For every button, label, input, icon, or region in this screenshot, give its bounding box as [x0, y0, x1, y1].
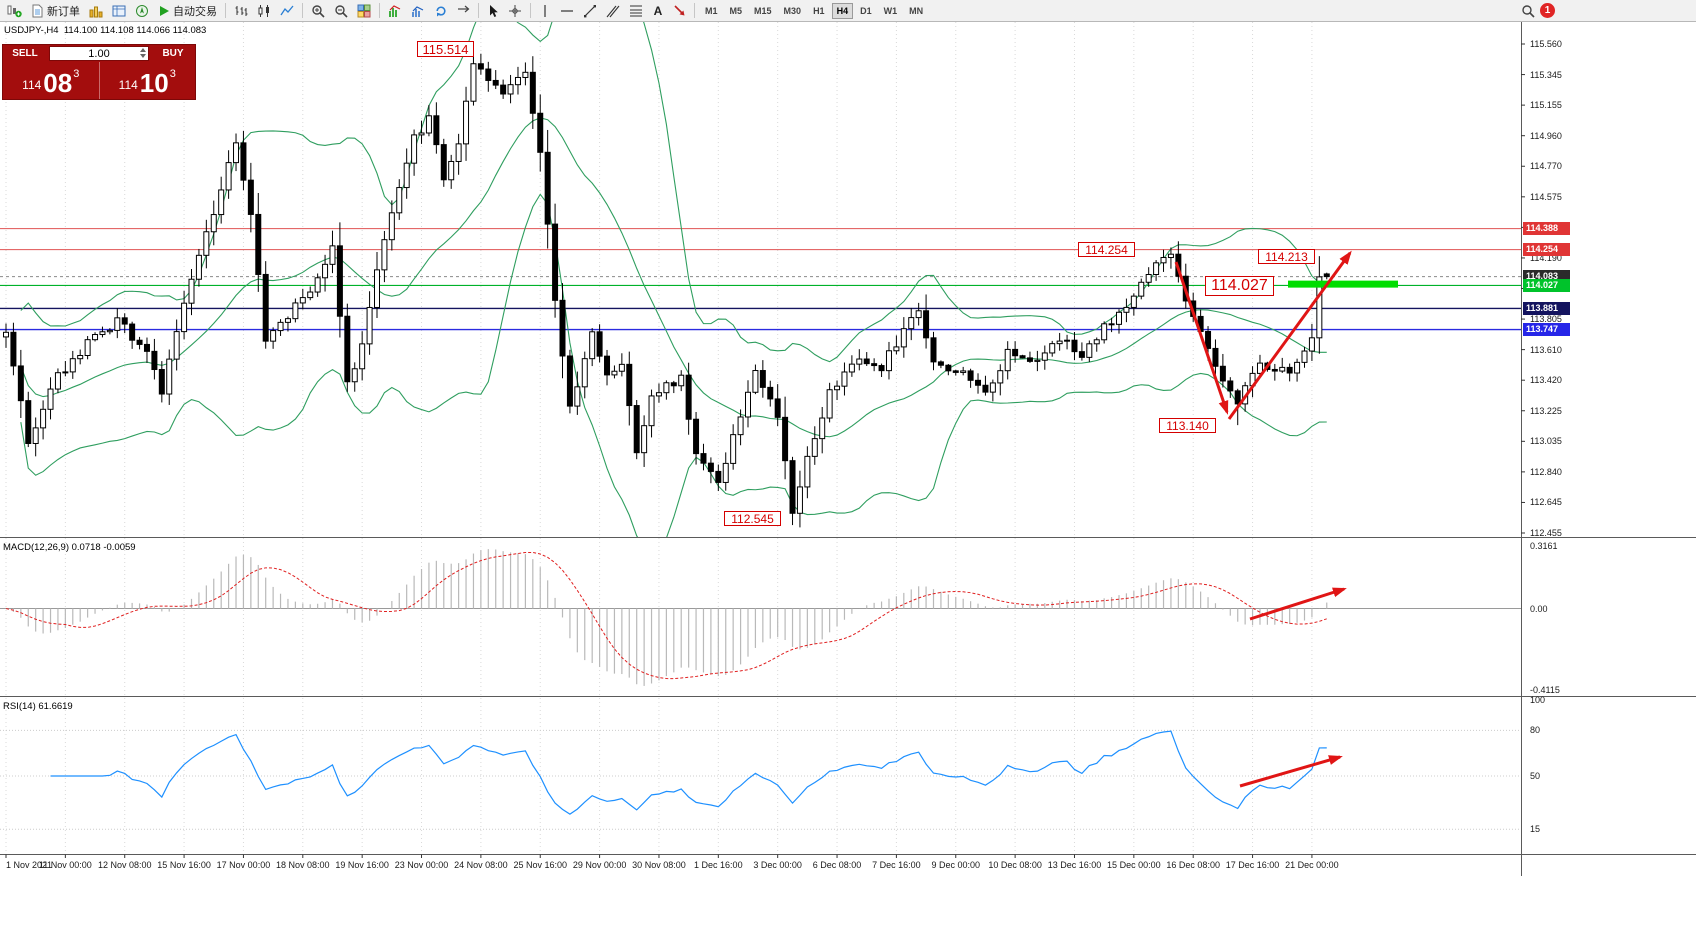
toolbar-separator: [530, 3, 531, 18]
channel-tool-button[interactable]: [602, 1, 624, 21]
rsi-indicator-label: RSI(14) 61.6619: [3, 701, 73, 712]
macd-layer: [0, 549, 1521, 686]
zoom-out-button[interactable]: [330, 1, 352, 21]
buy-price-pips: 10: [139, 68, 169, 98]
sell-price-fraction: 3: [73, 68, 80, 80]
trend-arrows: [1174, 250, 1352, 788]
tile-windows-button[interactable]: [353, 1, 375, 21]
fibonacci-tool-button[interactable]: [625, 1, 647, 21]
sell-price[interactable]: 114 08 3: [3, 62, 99, 99]
panel-frame: [0, 22, 1696, 876]
sell-button[interactable]: SELL: [3, 45, 47, 62]
bollinger-middle-band: [20, 117, 1327, 438]
rsi-layer: [0, 729, 1521, 830]
buy-price-fraction: 3: [169, 68, 176, 80]
timeframe-d1-button[interactable]: D1: [860, 5, 872, 16]
market-watch-button[interactable]: [85, 1, 107, 21]
buy-price-big-figure: 114: [118, 78, 138, 92]
timeframe-h1-button[interactable]: H1: [813, 5, 825, 16]
cursor-tool-button[interactable]: [483, 1, 503, 21]
volume-spinner[interactable]: [140, 48, 146, 58]
autotrading-label: 自动交易: [173, 5, 217, 18]
timeframe-m15-button[interactable]: M15: [754, 5, 772, 16]
macd-histogram: [12, 549, 1328, 686]
rsi-line: [50, 730, 1327, 815]
chart-shift-button[interactable]: [453, 1, 474, 21]
new-order-button[interactable]: 新订单: [27, 1, 84, 21]
volume-input[interactable]: 1.00: [49, 46, 149, 61]
buy-button[interactable]: BUY: [151, 45, 195, 62]
toolbar-separator: [379, 3, 380, 18]
timeframe-m5-button[interactable]: M5: [729, 5, 743, 16]
indicators-button[interactable]: [384, 1, 406, 21]
toolbar-separator: [694, 3, 695, 18]
candles: [3, 51, 1330, 528]
one-click-trading-panel: SELL 1.00 BUY 114 08 3 114 10 3: [2, 44, 196, 100]
line-chart-type-button[interactable]: [276, 1, 298, 21]
toolbar-separator: [478, 3, 479, 18]
grid-lines: [5, 22, 1313, 854]
sell-price-pips: 08: [43, 68, 73, 98]
sell-price-big-figure: 114: [22, 78, 42, 92]
horizontal-line-tool-button[interactable]: [556, 1, 578, 21]
text-tool-button[interactable]: A: [653, 3, 663, 18]
timeframe-group: M1 M5 M15 M30 H1 H4 D1 W1 MN: [699, 2, 929, 19]
zoom-in-button[interactable]: [307, 1, 329, 21]
auto-scroll-button[interactable]: [430, 1, 452, 21]
toolbar-separator: [225, 3, 226, 18]
timeframe-m1-button[interactable]: M1: [705, 5, 718, 16]
data-window-button[interactable]: [108, 1, 130, 21]
autotrading-button[interactable]: 自动交易: [154, 1, 221, 21]
indicator-list-button[interactable]: [407, 1, 429, 21]
timeframe-w1-button[interactable]: W1: [883, 5, 898, 16]
notification-badge[interactable]: 1: [1540, 3, 1555, 18]
bar-chart-type-button[interactable]: [230, 1, 252, 21]
macd-signal-line: [5, 551, 1327, 680]
chart-ohlc-header: USDJPY-,H4 114.100 114.108 114.066 114.0…: [4, 25, 207, 36]
main-chart-layer: [0, 22, 1521, 538]
vertical-line-tool-button[interactable]: [535, 1, 555, 21]
navigator-button[interactable]: [131, 1, 153, 21]
candlestick-chart-type-button[interactable]: [253, 1, 275, 21]
timeframe-m30-button[interactable]: M30: [783, 5, 802, 16]
buy-price[interactable]: 114 10 3: [98, 62, 196, 99]
toolbar-separator: [302, 3, 303, 18]
new-order-label: 新订单: [47, 5, 80, 18]
timeframe-h4-button[interactable]: H4: [831, 2, 854, 19]
bollinger-lower-band: [20, 193, 1327, 538]
timeframe-mn-button[interactable]: MN: [909, 5, 924, 16]
search-icon[interactable]: [1517, 1, 1539, 21]
macd-indicator-label: MACD(12,26,9) 0.0718 -0.0059: [3, 542, 136, 553]
top-toolbar: 新订单 自动交易 A M1 M5 M15 M30 H1 H4 D1 W1 MN 1: [0, 0, 1696, 22]
new-chart-button[interactable]: [3, 1, 26, 21]
arrow-tool-button[interactable]: [669, 1, 690, 21]
trendline-tool-button[interactable]: [579, 1, 601, 21]
crosshair-tool-button[interactable]: [504, 1, 526, 21]
volume-value: 1.00: [88, 47, 110, 60]
